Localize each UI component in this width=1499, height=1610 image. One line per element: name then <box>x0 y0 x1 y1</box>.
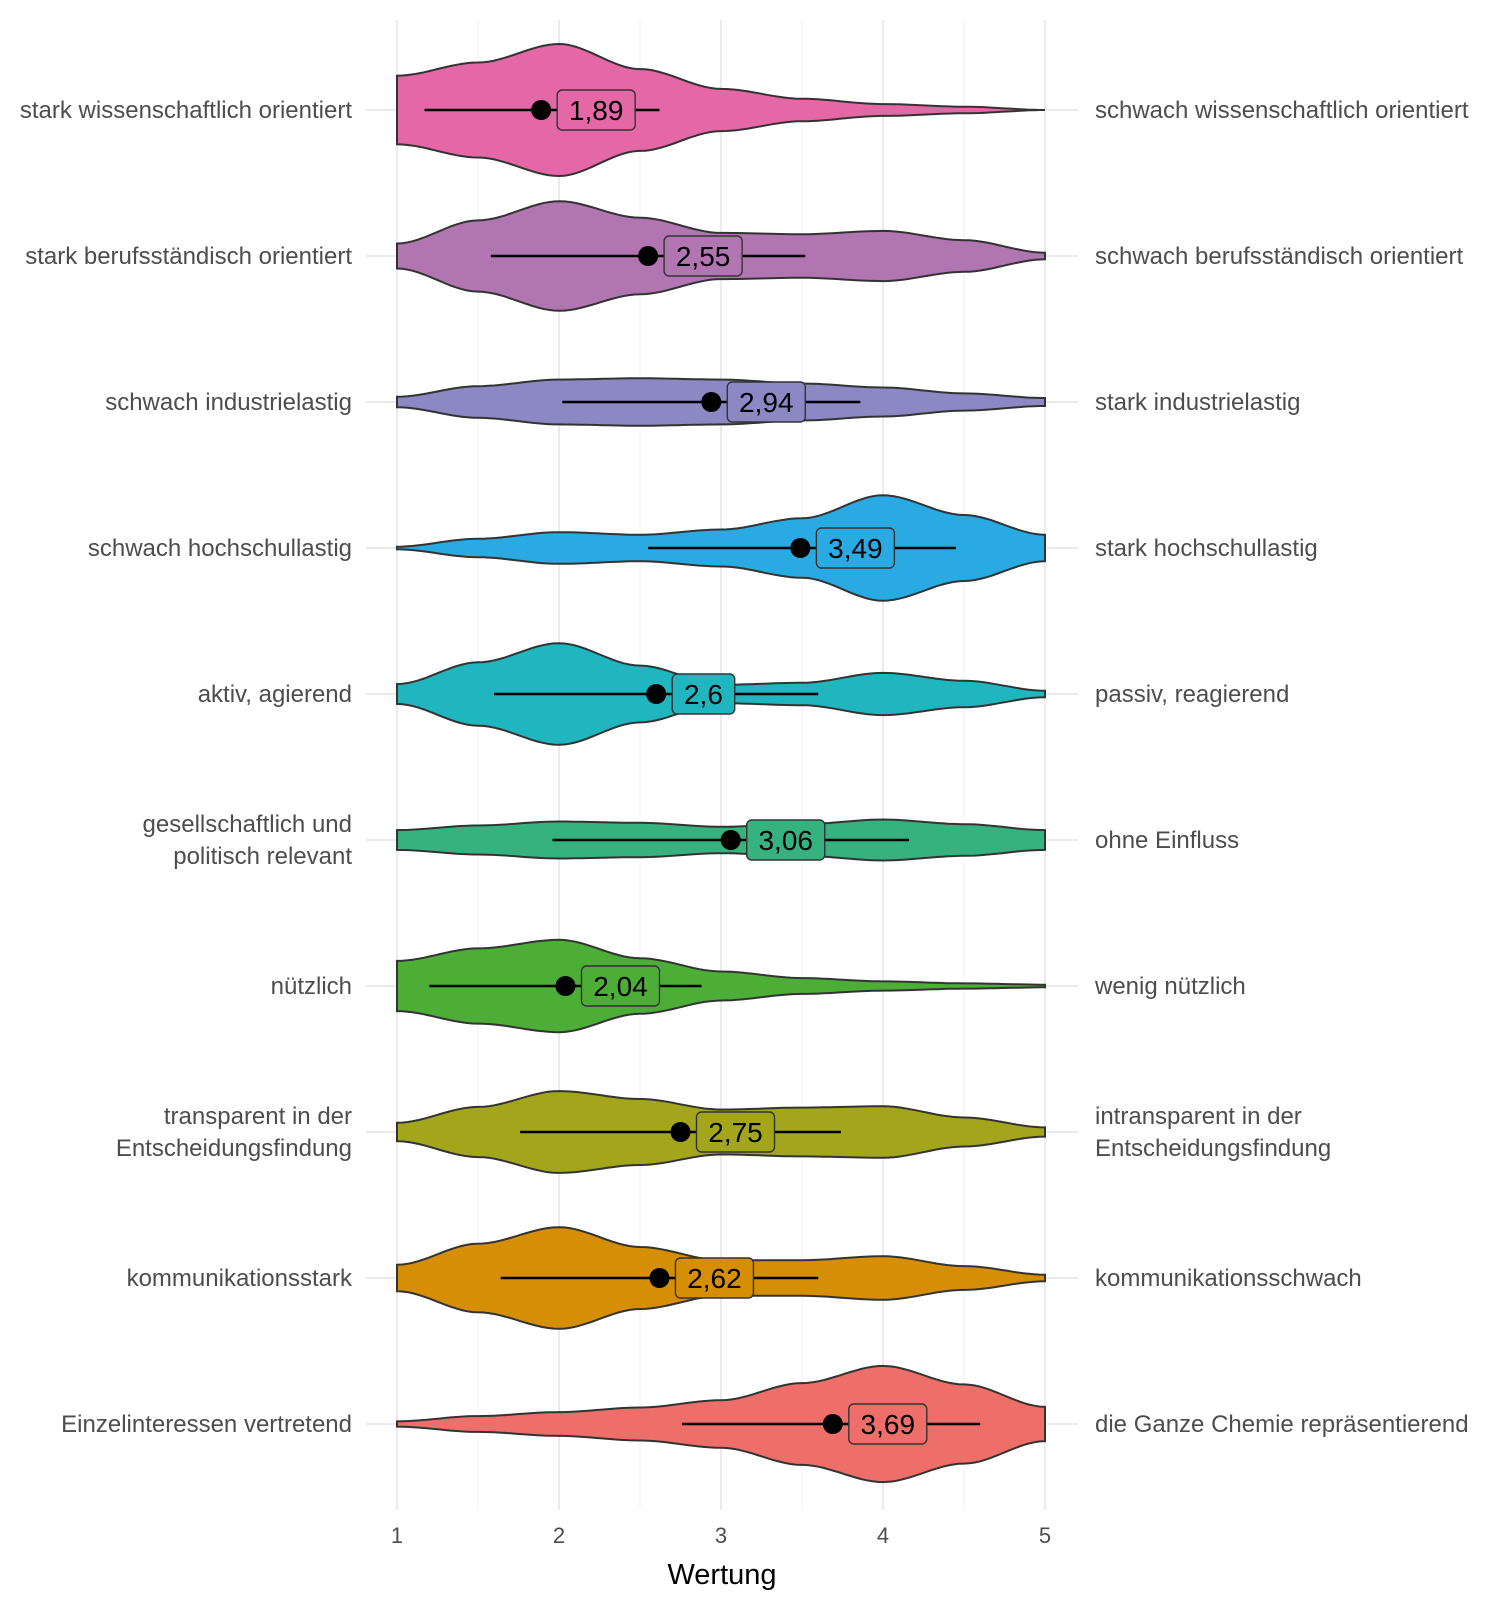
mean-point <box>670 1122 691 1142</box>
mean-label: 2,62 <box>687 1263 742 1294</box>
mean-label-box <box>663 235 743 277</box>
violin-row: 1,89 stark wissenschaftlich orientiert sch… <box>20 42 1469 178</box>
violin-row: 2,94 schwach industrielastig stark industr… <box>105 377 1300 427</box>
violin-row: 2,55 stark berufsständisch orientiert schw… <box>25 200 1464 312</box>
mean-label-box <box>671 673 736 715</box>
mean-label-box <box>674 1257 755 1299</box>
mean-point <box>646 684 667 704</box>
x-axis: 1 2 3 4 5 <box>391 1523 1051 1548</box>
mean-label-box <box>815 527 896 569</box>
mean-label: 3,49 <box>828 533 883 564</box>
left-pole-label: kommunikationsstark <box>127 1265 353 1292</box>
mean-point <box>701 392 722 412</box>
mean-point <box>720 830 741 850</box>
mean-point <box>790 538 811 558</box>
x-axis-label: Wertung <box>667 1559 776 1591</box>
mean-point <box>822 1414 843 1434</box>
right-pole-label: Entscheidungsfindung <box>1095 1135 1331 1162</box>
right-pole-label: stark hochschullastig <box>1095 535 1318 562</box>
violin-row: 2,75 transparent in der Entscheidungsfindu… <box>116 1090 1331 1174</box>
left-pole-label: Einzelinteressen vertretend <box>61 1411 352 1438</box>
violin-rows: 1,89 stark wissenschaftlich orientiert sch… <box>20 42 1469 1484</box>
mean-label-box <box>580 965 661 1007</box>
violin-row: 2,04 nützlich wenig nützlich <box>271 938 1246 1034</box>
left-pole-label: Entscheidungsfindung <box>116 1135 352 1162</box>
x-tick-label: 5 <box>1039 1523 1051 1548</box>
violin-row: 2,62 kommunikationsstark kommunikationssch… <box>127 1226 1362 1330</box>
right-pole-label: die Ganze Chemie repräsentierend <box>1095 1411 1469 1438</box>
left-pole-label: politisch relevant <box>173 843 352 870</box>
left-pole-label: gesellschaftlich und <box>143 811 352 838</box>
right-pole-label: schwach wissenschaftlich orientiert <box>1095 97 1469 124</box>
left-pole-label: transparent in der <box>164 1103 352 1130</box>
right-pole-label: stark industrielastig <box>1095 389 1300 416</box>
violin-row: 3,06 gesellschaftlich und politisch releva… <box>143 811 1240 870</box>
violin-row: 3,69 Einzelinteressen vertretend die Ganze… <box>61 1364 1469 1484</box>
mean-label: 2,04 <box>593 971 648 1002</box>
right-pole-label: wenig nützlich <box>1094 973 1246 1000</box>
x-tick-label: 3 <box>715 1523 727 1548</box>
violin-shape <box>396 938 1046 1034</box>
mean-point <box>555 976 576 996</box>
mean-label: 2,75 <box>708 1117 763 1148</box>
right-pole-label: ohne Einfluss <box>1095 827 1239 854</box>
mean-label: 3,69 <box>861 1409 916 1440</box>
mean-point <box>531 100 552 120</box>
mean-label: 2,6 <box>684 679 723 710</box>
mean-point <box>638 246 659 266</box>
left-pole-label: nützlich <box>271 973 352 1000</box>
right-pole-label: kommunikationsschwach <box>1095 1265 1362 1292</box>
right-pole-label: passiv, reagierend <box>1095 681 1289 708</box>
mean-label-box <box>848 1403 928 1445</box>
left-pole-label: stark berufsständisch orientiert <box>25 243 352 270</box>
left-pole-label: stark wissenschaftlich orientiert <box>20 97 352 124</box>
x-tick-label: 2 <box>553 1523 565 1548</box>
violin-row: 2,6 aktiv, agierend passiv, reagierend <box>198 642 1289 746</box>
right-pole-label: intransparent in der <box>1095 1103 1302 1130</box>
mean-point <box>649 1268 670 1288</box>
x-tick-label: 4 <box>877 1523 889 1548</box>
right-pole-label: schwach berufsständisch orientiert <box>1095 243 1464 270</box>
left-pole-label: schwach hochschullastig <box>88 535 352 562</box>
violin-row: 3,49 schwach hochschullastig stark hochsch… <box>88 494 1318 602</box>
mean-label: 1,89 <box>569 95 624 126</box>
mean-label-box <box>726 381 806 423</box>
mean-label: 2,55 <box>676 241 731 272</box>
left-pole-label: schwach industrielastig <box>105 389 352 416</box>
left-pole-label: aktiv, agierend <box>198 681 352 708</box>
mean-label-box <box>746 819 826 861</box>
x-tick-label: 1 <box>391 1523 403 1548</box>
mean-label: 2,94 <box>739 387 794 418</box>
mean-label-box <box>695 1111 776 1153</box>
violin-shape <box>396 42 1045 178</box>
mean-label: 3,06 <box>758 825 813 856</box>
mean-label-box <box>556 89 636 131</box>
